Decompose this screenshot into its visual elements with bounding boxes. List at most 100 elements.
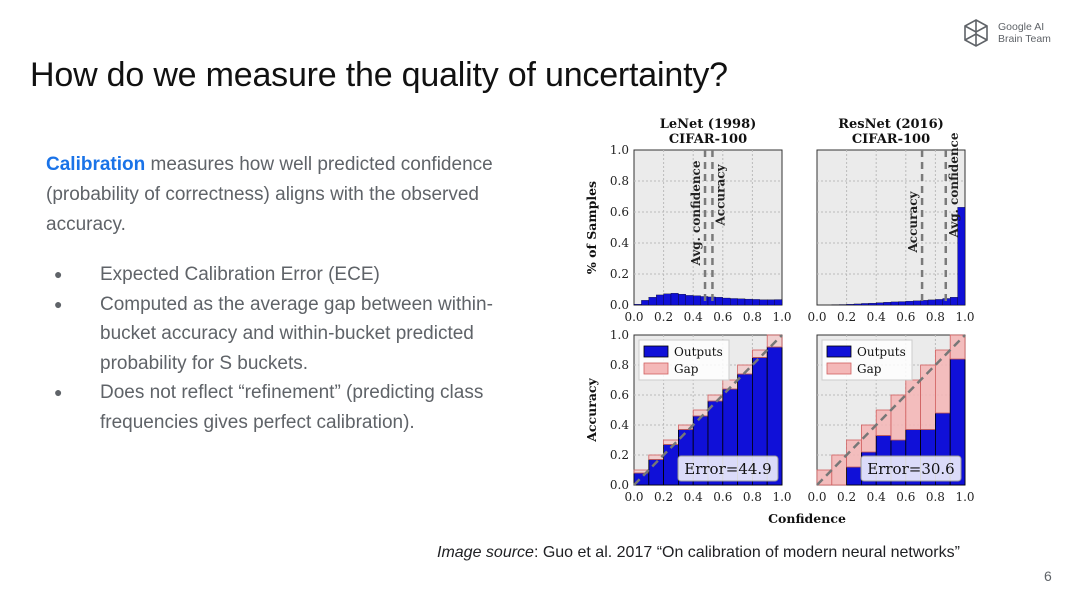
gap-bar (949, 334, 966, 360)
y-tick-label: 0.8 (610, 358, 629, 372)
histogram-bar (685, 295, 694, 306)
legend-gap-swatch (826, 362, 852, 375)
histogram-bar (927, 299, 936, 306)
histogram-bar (774, 299, 783, 306)
accuracy-label: Accuracy (713, 163, 727, 226)
bullet-list: Expected Calibration Error (ECE) Compute… (54, 260, 534, 437)
legend-outputs-swatch (826, 345, 852, 358)
logo-line1: Google AI (998, 21, 1045, 33)
x-tick-label: 0.2 (654, 490, 673, 504)
histogram-frame (633, 149, 783, 306)
legend-outputs-swatch (643, 345, 669, 358)
histogram-bar (853, 303, 862, 306)
y-tick-label: 0.2 (610, 448, 629, 462)
perfect-calibration-line (633, 334, 783, 486)
y-tick-label: 0.4 (610, 236, 629, 250)
histogram-bar (861, 303, 869, 306)
panel-subtitle: CIFAR-100 (669, 132, 747, 147)
gap-bar (831, 454, 847, 486)
x-tick-label: 0.8 (926, 490, 945, 504)
image-source-label: Image source (437, 544, 534, 561)
gap-bar (934, 349, 951, 414)
x-tick-label: 1.0 (772, 310, 791, 324)
panel-title: LeNet (1998) (660, 117, 757, 132)
histogram-bar (767, 299, 775, 306)
gap-bar (875, 409, 892, 436)
logo-line2: Brain Team (998, 33, 1051, 45)
panel-subtitle: CIFAR-100 (852, 132, 930, 147)
histogram-bar (730, 298, 738, 306)
histogram-bar (905, 300, 914, 306)
histogram-frame (816, 149, 966, 306)
x-tick-label: 0.6 (713, 490, 732, 504)
slide-title: How do we measure the quality of uncerta… (30, 56, 728, 94)
perfect-calibration-line (816, 334, 966, 486)
histogram-bar (663, 293, 672, 306)
histogram-bar (722, 297, 731, 306)
gap-bar (920, 364, 936, 430)
histogram-bar (898, 301, 906, 306)
avg-confidence-label: Avg. confidence (947, 132, 961, 238)
histogram-bar (950, 297, 958, 306)
y-tick-label: 1.0 (610, 143, 629, 157)
x-tick-label: 0.8 (743, 490, 762, 504)
gap-bar (890, 394, 907, 441)
image-source: Image source: Guo et al. 2017 “On calibr… (437, 544, 960, 562)
histogram-bar (670, 293, 679, 306)
intro-paragraph: Calibration measures how well predicted … (46, 150, 536, 240)
calibration-keyword: Calibration (46, 154, 146, 175)
y-tick-label: 0.8 (610, 174, 629, 188)
x-tick-label: 0.4 (867, 310, 886, 324)
legend-outputs-label: Outputs (674, 345, 723, 359)
histogram-bar (648, 297, 657, 306)
error-label: Error=30.6 (867, 460, 954, 478)
x-tick-label: 0.6 (896, 310, 915, 324)
histogram-bar (868, 302, 877, 306)
bullet-item: Does not reflect “refinement” (predictin… (54, 378, 534, 437)
legend-outputs-label: Outputs (857, 345, 906, 359)
x-tick-label: 0.6 (896, 490, 915, 504)
brain-logo-icon (964, 19, 988, 47)
reliability-y-label: Accuracy (584, 377, 599, 442)
error-box (677, 455, 779, 482)
histogram-bar (920, 300, 929, 306)
outputs-bar (846, 466, 862, 486)
google-ai-logo: Google AI Brain Team (962, 18, 1051, 48)
histogram-bar (846, 304, 855, 306)
legend-gap-swatch (643, 362, 669, 375)
histogram-bar (737, 298, 746, 306)
histogram-bar (693, 295, 701, 306)
y-tick-label: 0.4 (610, 418, 629, 432)
x-tick-label: 1.0 (955, 490, 974, 504)
y-tick-label: 0.2 (610, 267, 629, 281)
x-tick-label: 0.8 (743, 310, 762, 324)
histogram-bar (656, 294, 664, 306)
y-tick-label: 0.6 (610, 388, 629, 402)
panel-2: ResNet (2016)CIFAR-100 Accuracy Avg. confi… (807, 117, 974, 504)
y-tick-label: 1.0 (610, 328, 629, 342)
intro-text: measures how well predicted confidence (… (46, 154, 493, 235)
legend-gap-label: Gap (674, 362, 699, 376)
histogram-bar (678, 293, 686, 306)
x-tick-label: 1.0 (955, 310, 974, 324)
histogram-bar (876, 302, 884, 306)
histogram-bar (890, 301, 899, 306)
page-number: 6 (1044, 568, 1052, 584)
error-label: Error=44.9 (684, 460, 771, 478)
histogram-bar (752, 299, 760, 306)
x-tick-label: 0.2 (654, 310, 673, 324)
histogram-bar (883, 302, 892, 306)
histogram-bar (633, 304, 642, 306)
legend-gap-label: Gap (857, 362, 882, 376)
panel-1: LeNet (1998)CIFAR-100 Avg. confidence Accu… (584, 117, 792, 504)
x-tick-label: 1.0 (772, 490, 791, 504)
reliability-legend: Outputs Gap (821, 339, 913, 381)
avg-confidence-label: Avg. confidence (689, 160, 703, 266)
histogram-y-label: % of Samples (584, 181, 599, 274)
image-source-text: : Guo et al. 2017 “On calibration of mod… (533, 544, 960, 561)
histogram-bar (715, 297, 723, 306)
x-tick-label: 0.0 (807, 490, 826, 504)
y-tick-label: 0.6 (610, 205, 629, 219)
histogram-bar (759, 299, 768, 306)
